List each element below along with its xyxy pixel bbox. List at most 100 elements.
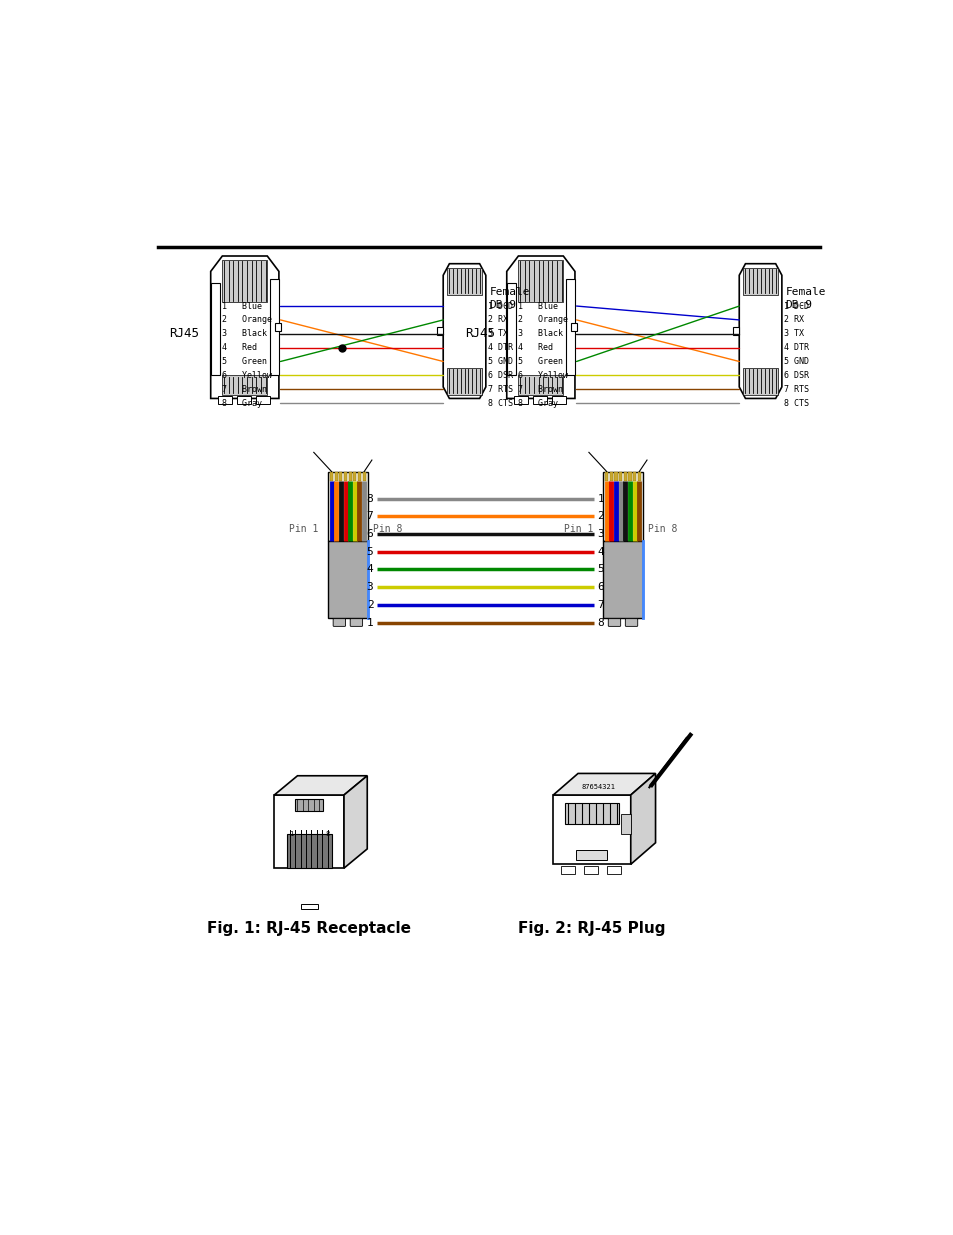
- Bar: [623, 472, 626, 480]
- Bar: [633, 472, 636, 480]
- Bar: [300, 904, 317, 909]
- Bar: [335, 472, 337, 480]
- Text: Fig. 2: RJ-45 Plug: Fig. 2: RJ-45 Plug: [517, 921, 665, 936]
- Text: 2 RX: 2 RX: [783, 315, 803, 325]
- Bar: [517, 259, 562, 303]
- Text: 4: 4: [366, 564, 373, 574]
- Bar: [742, 268, 778, 294]
- Text: 2: 2: [597, 511, 603, 521]
- Bar: [348, 472, 352, 480]
- Text: 5: 5: [366, 547, 373, 557]
- Polygon shape: [344, 776, 367, 868]
- FancyBboxPatch shape: [350, 619, 362, 626]
- Text: 1   Blue: 1 Blue: [221, 301, 261, 310]
- Text: 4: 4: [597, 547, 603, 557]
- Bar: [255, 396, 270, 404]
- Bar: [447, 268, 481, 294]
- Polygon shape: [211, 283, 220, 375]
- Text: 2   Orange: 2 Orange: [517, 315, 567, 325]
- Text: 4 DTR: 4 DTR: [783, 343, 808, 352]
- Polygon shape: [630, 773, 655, 864]
- Text: 1: 1: [597, 494, 603, 504]
- Text: 7   Brown: 7 Brown: [221, 385, 266, 394]
- Bar: [353, 472, 356, 480]
- FancyBboxPatch shape: [608, 619, 620, 626]
- Bar: [357, 472, 360, 480]
- Bar: [514, 396, 528, 404]
- Text: 8 CTS: 8 CTS: [488, 399, 513, 408]
- Text: 6 DSR: 6 DSR: [488, 370, 513, 380]
- Bar: [571, 324, 577, 331]
- Text: 8 CTS: 8 CTS: [783, 399, 808, 408]
- Text: RJ45: RJ45: [169, 326, 199, 340]
- Bar: [732, 327, 739, 335]
- Text: Pin 8: Pin 8: [373, 525, 401, 535]
- Text: 6: 6: [366, 529, 373, 538]
- Bar: [576, 850, 607, 861]
- Text: 7: 7: [597, 600, 603, 610]
- Bar: [620, 814, 630, 834]
- Text: 6 DSR: 6 DSR: [783, 370, 808, 380]
- Text: 3: 3: [597, 529, 603, 538]
- Text: 4 DTR: 4 DTR: [488, 343, 513, 352]
- Text: 8: 8: [597, 618, 603, 627]
- Bar: [533, 396, 546, 404]
- Bar: [583, 866, 598, 873]
- Bar: [222, 259, 267, 303]
- Polygon shape: [553, 773, 655, 795]
- Text: 1 DCD: 1 DCD: [488, 301, 513, 310]
- Bar: [614, 472, 617, 480]
- Polygon shape: [443, 264, 485, 399]
- Text: 6: 6: [597, 582, 603, 592]
- Bar: [637, 472, 640, 480]
- Bar: [328, 541, 368, 618]
- Bar: [618, 472, 621, 480]
- Text: 5: 5: [597, 564, 603, 574]
- Text: 3   Black: 3 Black: [517, 330, 562, 338]
- Polygon shape: [270, 279, 278, 375]
- Polygon shape: [211, 256, 278, 399]
- Polygon shape: [274, 795, 344, 868]
- Bar: [330, 472, 333, 480]
- Text: 1 DCD: 1 DCD: [783, 301, 808, 310]
- Text: 3: 3: [366, 582, 373, 592]
- Polygon shape: [506, 283, 516, 375]
- Text: 5   Green: 5 Green: [221, 357, 266, 366]
- Bar: [436, 327, 443, 335]
- Bar: [236, 396, 251, 404]
- Text: 1: 1: [366, 618, 373, 627]
- Bar: [560, 866, 575, 873]
- Text: 2 RX: 2 RX: [488, 315, 508, 325]
- Text: 5 GND: 5 GND: [783, 357, 808, 366]
- Bar: [609, 472, 612, 480]
- Text: 2: 2: [366, 600, 373, 610]
- FancyBboxPatch shape: [333, 619, 345, 626]
- Polygon shape: [274, 776, 367, 795]
- Bar: [604, 472, 608, 480]
- Bar: [551, 396, 565, 404]
- Text: 3   Black: 3 Black: [221, 330, 266, 338]
- Text: 4   Red: 4 Red: [517, 343, 552, 352]
- Bar: [564, 803, 618, 824]
- Text: 8   Gray: 8 Gray: [221, 399, 261, 408]
- Bar: [294, 799, 323, 811]
- Text: 3 TX: 3 TX: [783, 330, 803, 338]
- Text: 6   Yellow: 6 Yellow: [221, 370, 272, 380]
- Bar: [274, 324, 281, 331]
- Bar: [218, 396, 233, 404]
- Text: 8: 8: [325, 830, 329, 836]
- Bar: [517, 375, 562, 395]
- Text: Pin 1: Pin 1: [563, 525, 593, 535]
- Text: 8: 8: [366, 494, 373, 504]
- Text: 8   Gray: 8 Gray: [517, 399, 557, 408]
- Text: 1: 1: [289, 830, 293, 836]
- Text: Fig. 1: RJ-45 Receptacle: Fig. 1: RJ-45 Receptacle: [207, 921, 411, 936]
- Text: 7 RTS: 7 RTS: [488, 385, 513, 394]
- Text: 7   Brown: 7 Brown: [517, 385, 562, 394]
- Text: 7 RTS: 7 RTS: [783, 385, 808, 394]
- Polygon shape: [506, 256, 575, 399]
- Polygon shape: [553, 795, 630, 864]
- Text: 87654321: 87654321: [581, 784, 616, 790]
- Polygon shape: [739, 264, 781, 399]
- Bar: [344, 472, 347, 480]
